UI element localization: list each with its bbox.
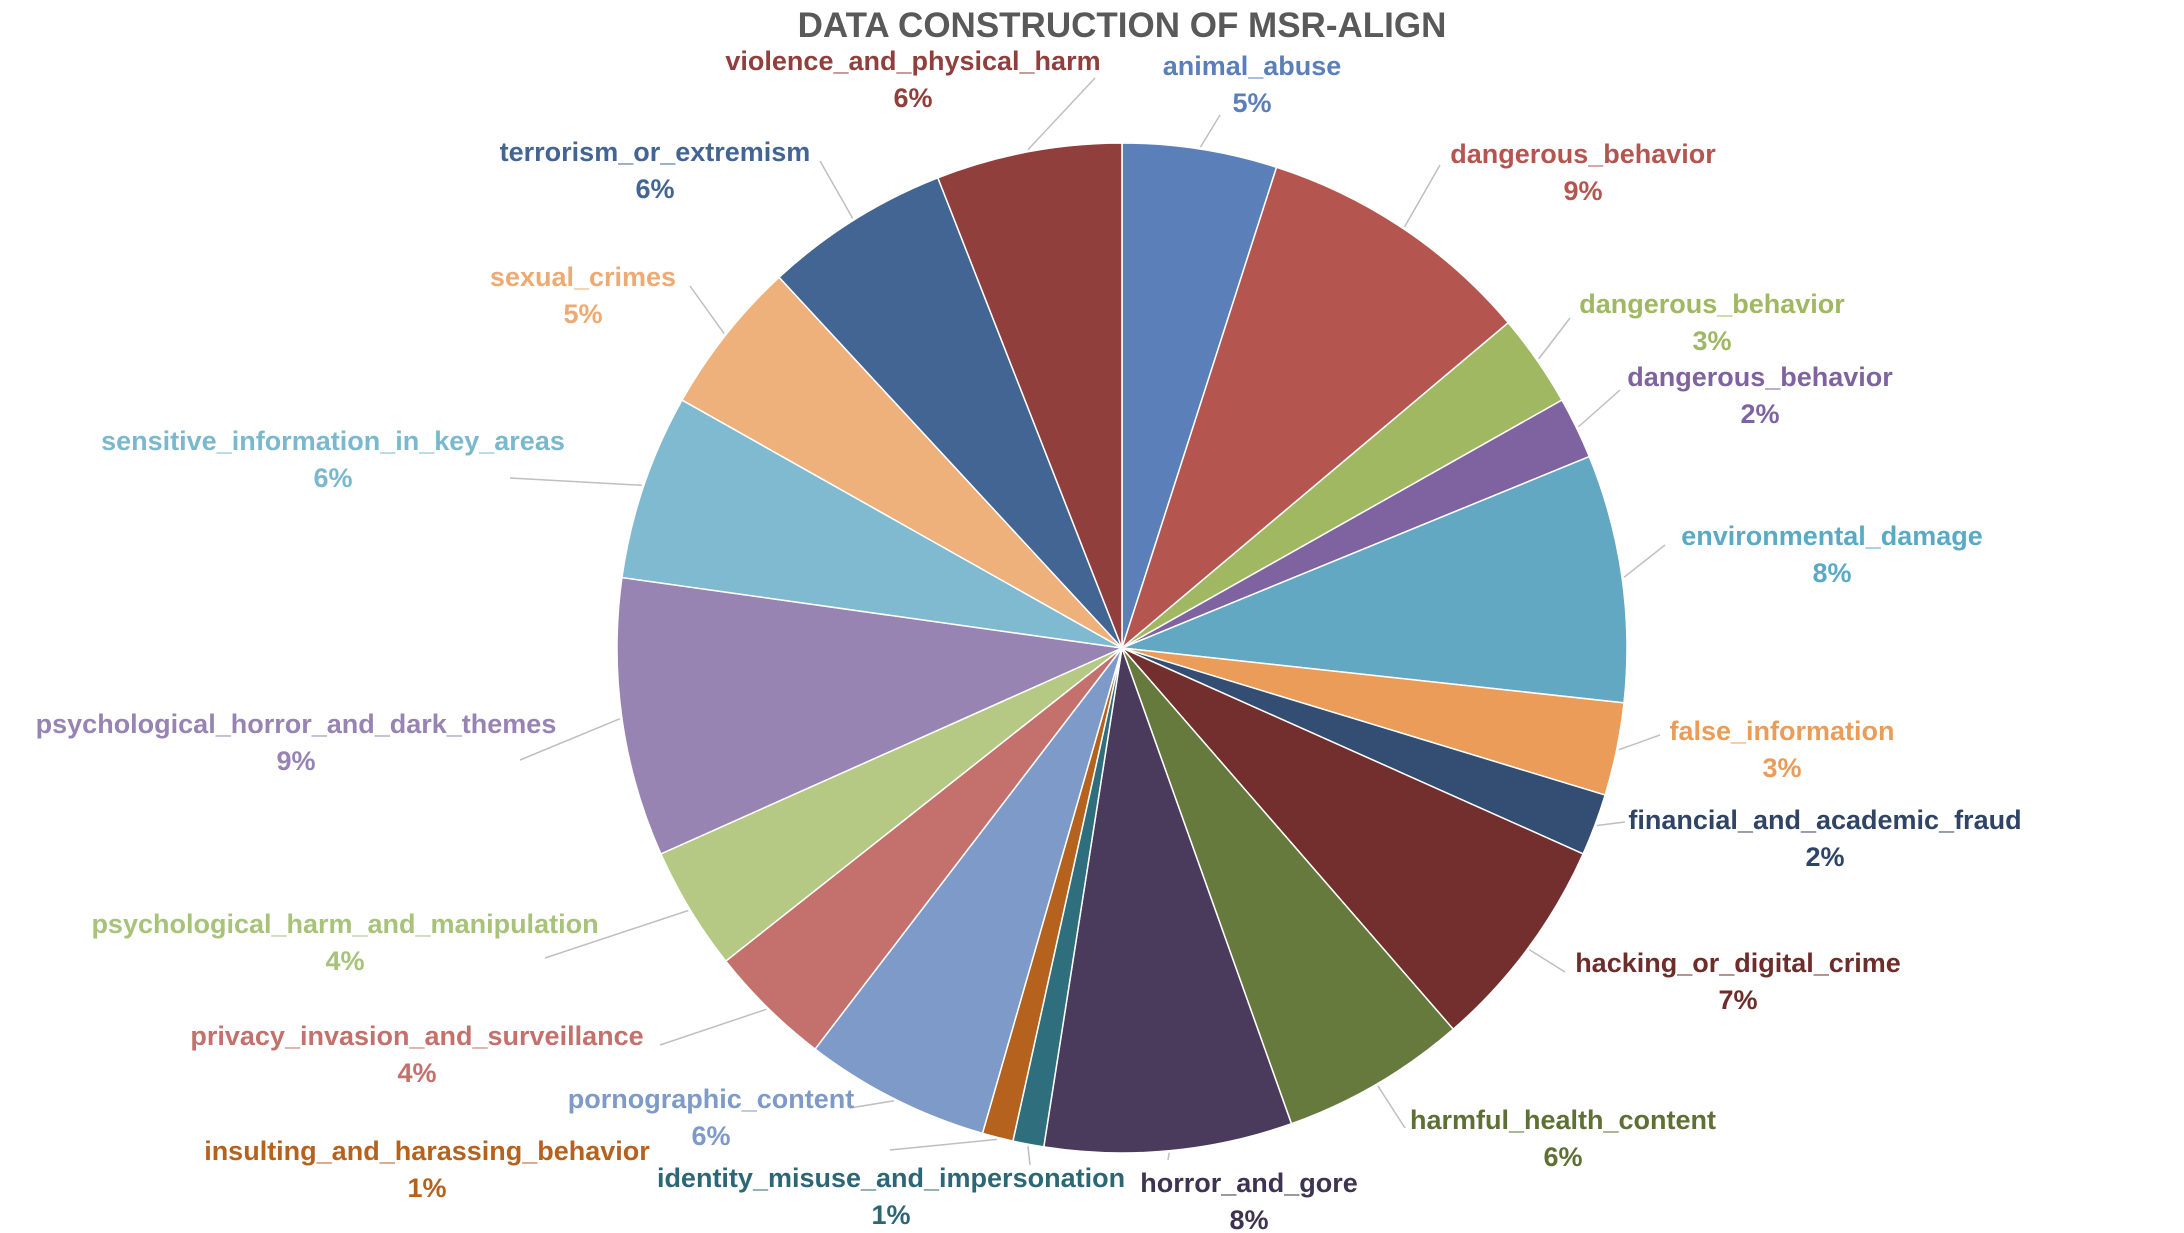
- pie-slice-dangerous-behavior: [1120, 166, 1510, 651]
- slice-label: environmental_damage: [1681, 521, 1983, 551]
- slice-value-label: 1%: [407, 1173, 446, 1203]
- slice-label: animal_abuse: [1163, 51, 1342, 81]
- leader-line: [1027, 77, 1096, 151]
- slice-value-label: 6%: [1543, 1142, 1582, 1172]
- slice-value-label: 1%: [871, 1200, 910, 1230]
- slice-value-label: 3%: [1762, 753, 1801, 783]
- slice-label: identity_misuse_and_impersonation: [657, 1163, 1125, 1193]
- slice-label: false_information: [1669, 716, 1894, 746]
- leader-lines: [509, 77, 1666, 1166]
- leader-line: [1377, 1085, 1406, 1129]
- slice-label: insulting_and_harassing_behavior: [204, 1136, 650, 1166]
- slice-value-label: 2%: [1740, 399, 1779, 429]
- slice-value-label: 9%: [276, 746, 315, 776]
- slice-label: psychological_harm_and_manipulation: [91, 909, 598, 939]
- pie-slice-violence-and-physical-harm: [936, 142, 1123, 649]
- slice-label: horror_and_gore: [1140, 1168, 1358, 1198]
- pie-slice-animal-abuse: [1121, 142, 1278, 649]
- leader-line: [1027, 1146, 1031, 1166]
- chart-title: DATA CONSTRUCTION OF MSR-ALIGN: [798, 6, 1447, 45]
- leader-line: [1618, 734, 1661, 751]
- slice-label: dangerous_behavior: [1627, 362, 1893, 392]
- slice-label: sensitive_information_in_key_areas: [101, 426, 565, 456]
- slice-label: hacking_or_digital_crime: [1575, 948, 1901, 978]
- slice-value-label: 4%: [325, 946, 364, 976]
- leader-line: [1403, 164, 1441, 228]
- slice-label: terrorism_or_extremism: [500, 137, 811, 167]
- leader-line: [519, 718, 621, 761]
- slice-labels: animal_abuse 5% dangerous_behavior 9% danger…: [36, 46, 2022, 1233]
- slice-value-label: 5%: [1232, 88, 1271, 118]
- leader-line: [1529, 949, 1566, 973]
- slice-value-label: 6%: [313, 463, 352, 493]
- slice-value-label: 3%: [1692, 326, 1731, 356]
- pie-slice-harmful-health-content: [1121, 647, 1455, 1125]
- slice-label: dangerous_behavior: [1579, 289, 1845, 319]
- slice-value-label: 8%: [1229, 1205, 1268, 1233]
- leader-line: [689, 285, 725, 335]
- slice-label: psychological_horror_and_dark_themes: [36, 709, 557, 739]
- pie-slice-hacking-or-digital-crime: [1121, 647, 1585, 1031]
- pie-slice-terrorism-or-extremism: [778, 176, 1123, 649]
- leader-line: [1596, 821, 1626, 827]
- leader-line: [1577, 389, 1621, 428]
- slice-value-label: 5%: [563, 299, 602, 329]
- slice-label: harmful_health_content: [1410, 1105, 1716, 1135]
- slice-label: dangerous_behavior: [1450, 139, 1716, 169]
- slice-value-label: 6%: [893, 83, 932, 113]
- leader-line: [1167, 1152, 1170, 1161]
- leader-line: [819, 160, 854, 219]
- slice-label: privacy_invasion_and_surveillance: [190, 1021, 643, 1051]
- pie-slices: [616, 142, 1628, 1154]
- leader-line: [1199, 114, 1221, 148]
- slice-value-label: 4%: [397, 1058, 436, 1088]
- pie-slice-sexual-crimes: [681, 276, 1123, 649]
- pie-slice-environmental-damage: [1121, 455, 1628, 704]
- pie-slice-horror-and-gore: [1042, 647, 1293, 1154]
- slice-value-label: 8%: [1812, 558, 1851, 588]
- slice-label: pornographic_content: [568, 1084, 855, 1114]
- leader-line: [1538, 317, 1571, 360]
- leader-line: [849, 1100, 895, 1109]
- slice-value-label: 9%: [1563, 176, 1602, 206]
- slice-value-label: 6%: [691, 1121, 730, 1151]
- slice-label: violence_and_physical_harm: [725, 46, 1100, 76]
- leader-line: [544, 909, 689, 959]
- leader-line: [1623, 544, 1666, 578]
- pie-slice-pornographic-content: [814, 647, 1123, 1135]
- pie-slice-sensitive-information-in-key-areas: [621, 399, 1123, 649]
- slice-label: sexual_crimes: [490, 262, 676, 292]
- slice-value-label: 7%: [1718, 985, 1757, 1015]
- slice-label: financial_and_academic_fraud: [1628, 805, 2021, 835]
- leader-line: [659, 1008, 767, 1046]
- pie-slice-psychological-horror-and-dark-themes: [616, 576, 1125, 855]
- leader-line: [509, 477, 642, 487]
- leader-line: [889, 1138, 998, 1151]
- slice-value-label: 2%: [1805, 842, 1844, 872]
- slice-value-label: 6%: [635, 174, 674, 204]
